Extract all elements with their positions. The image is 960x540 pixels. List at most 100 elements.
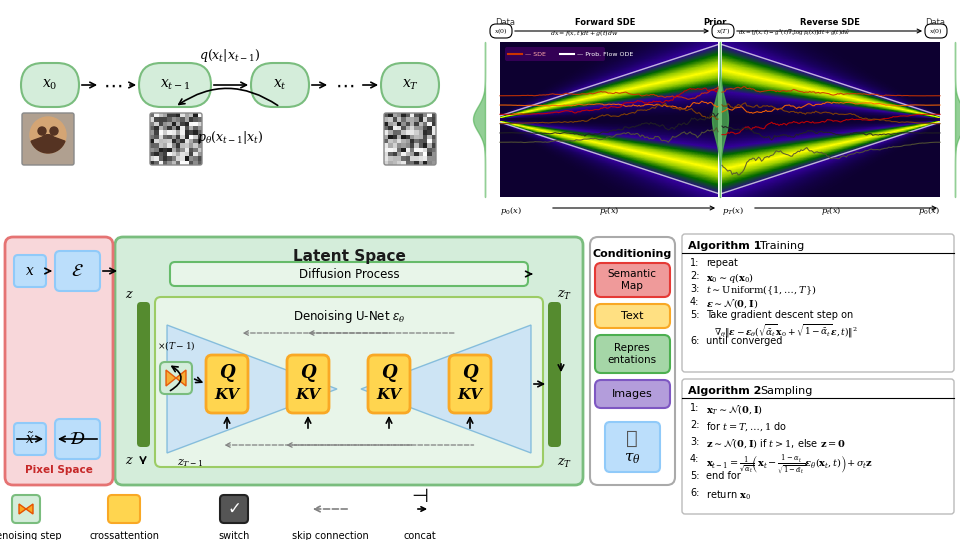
Text: KV: KV [296,388,321,402]
Text: $p_t(x)$: $p_t(x)$ [599,205,619,217]
Text: $\mathbf{x}_T \sim \mathcal{N}(\mathbf{0}, \mathbf{I})$: $\mathbf{x}_T \sim \mathcal{N}(\mathbf{0… [706,403,763,416]
Text: Pixel Space: Pixel Space [25,465,93,475]
Text: $x_t$: $x_t$ [273,78,287,92]
Text: $z_T$: $z_T$ [558,288,572,301]
FancyBboxPatch shape [595,335,670,373]
Text: 1:: 1: [690,258,700,268]
FancyBboxPatch shape [595,304,670,328]
Text: 4:: 4: [690,297,700,307]
Text: 2:: 2: [690,420,700,430]
FancyBboxPatch shape [449,355,491,413]
FancyBboxPatch shape [155,297,543,467]
FancyBboxPatch shape [108,495,140,523]
Text: switch: switch [218,531,250,540]
FancyBboxPatch shape [21,63,79,107]
Circle shape [50,127,58,135]
FancyBboxPatch shape [206,355,248,413]
FancyBboxPatch shape [548,302,561,447]
Text: $x$: $x$ [25,264,35,278]
Text: 6:: 6: [690,336,700,346]
Text: $x_0$: $x_0$ [42,78,58,92]
Text: $x(0)$: $x(0)$ [494,26,508,36]
Text: Conditioning: Conditioning [592,249,672,259]
FancyBboxPatch shape [139,63,211,107]
Text: Q: Q [381,364,396,382]
Text: $z$: $z$ [125,454,133,467]
Text: 3:: 3: [690,437,700,447]
Text: $\tau_\theta$: $\tau_\theta$ [624,450,640,465]
Text: $x_T$: $x_T$ [401,78,419,92]
FancyBboxPatch shape [595,380,670,408]
FancyBboxPatch shape [55,251,100,291]
Text: $dx = f(x,t)dt + g(t)dw$: $dx = f(x,t)dt + g(t)dw$ [550,28,618,38]
Text: denoising step: denoising step [0,531,61,540]
FancyBboxPatch shape [160,362,192,394]
Text: $\nabla_\theta \|\boldsymbol{\epsilon} - \boldsymbol{\epsilon}_\theta(\sqrt{\bar: $\nabla_\theta \|\boldsymbol{\epsilon} -… [714,323,858,340]
Text: repeat: repeat [706,258,738,268]
Polygon shape [167,325,337,453]
FancyBboxPatch shape [170,262,528,286]
Text: $z_{T-1}$: $z_{T-1}$ [177,457,204,469]
Circle shape [30,117,66,153]
Text: $x(0)$: $x(0)$ [929,26,943,36]
Text: $p_0(x)$: $p_0(x)$ [918,205,940,217]
Text: KV: KV [457,388,483,402]
Text: Text: Text [621,311,643,321]
Text: 5:: 5: [690,310,700,320]
Text: $p_T(x)$: $p_T(x)$ [722,205,744,217]
Text: Q: Q [219,364,235,382]
Text: $\times(T-1)$: $\times(T-1)$ [156,339,195,352]
Text: $dx = [f(x,t) - g^2(t)\nabla_x \log p_t(x)]dt + g(t)d\bar{w}$: $dx = [f(x,t) - g^2(t)\nabla_x \log p_t(… [738,28,851,38]
Text: Repres
entations: Repres entations [608,343,657,365]
Text: — Prob. Flow ODE: — Prob. Flow ODE [577,51,634,57]
FancyBboxPatch shape [682,379,954,514]
Text: $x_{t-1}$: $x_{t-1}$ [159,78,190,92]
Text: Data: Data [495,18,515,27]
FancyBboxPatch shape [14,423,46,455]
Text: until converged: until converged [706,336,782,346]
Text: Q: Q [300,364,316,382]
FancyBboxPatch shape [14,255,46,287]
Text: $\mathcal{D}$: $\mathcal{D}$ [69,430,85,448]
Text: $p_\theta(x_{t-1}|x_t)$: $p_\theta(x_{t-1}|x_t)$ [197,130,263,146]
Text: Algorithm 2: Algorithm 2 [688,386,765,396]
Text: 2:: 2: [690,271,700,281]
Text: $t \sim \mathrm{Uniform}(\{1,\ldots,T\})$: $t \sim \mathrm{Uniform}(\{1,\ldots,T\})… [706,284,817,298]
FancyBboxPatch shape [115,237,583,485]
FancyBboxPatch shape [590,237,675,485]
Text: $\tilde{x}$: $\tilde{x}$ [25,431,35,447]
Text: $\cdots$: $\cdots$ [335,76,354,94]
Text: for $t = T, \ldots, 1$ do: for $t = T, \ldots, 1$ do [706,420,787,433]
Text: 3:: 3: [690,284,700,294]
FancyBboxPatch shape [22,113,74,165]
Text: $\mathcal{E}$: $\mathcal{E}$ [71,262,84,280]
FancyBboxPatch shape [251,63,309,107]
Text: skip connection: skip connection [292,531,369,540]
Polygon shape [361,325,531,453]
Text: $p_0(x)$: $p_0(x)$ [500,205,522,217]
Text: return $\mathbf{x}_0$: return $\mathbf{x}_0$ [706,488,751,502]
Circle shape [38,127,46,135]
FancyBboxPatch shape [137,302,150,447]
Text: $q(x_t|x_{t-1})$: $q(x_t|x_{t-1})$ [200,46,260,64]
Text: Reverse SDE: Reverse SDE [800,18,860,27]
FancyBboxPatch shape [925,24,947,38]
Text: concat: concat [403,531,437,540]
FancyBboxPatch shape [682,234,954,372]
Text: $x(T)$: $x(T)$ [716,26,731,36]
Text: KV: KV [116,510,132,520]
Text: Sampling: Sampling [760,386,812,396]
Text: 6:: 6: [690,488,700,498]
Text: $\cdots$: $\cdots$ [104,76,123,94]
FancyBboxPatch shape [12,495,40,523]
Text: KV: KV [376,388,401,402]
Text: 𝒯: 𝒯 [626,429,637,448]
FancyBboxPatch shape [595,263,670,297]
Polygon shape [166,370,186,386]
Text: Algorithm 1: Algorithm 1 [688,241,765,251]
FancyBboxPatch shape [712,24,734,38]
Text: Images: Images [612,389,653,399]
Text: Training: Training [760,241,804,251]
Wedge shape [31,135,65,153]
Polygon shape [19,504,33,514]
